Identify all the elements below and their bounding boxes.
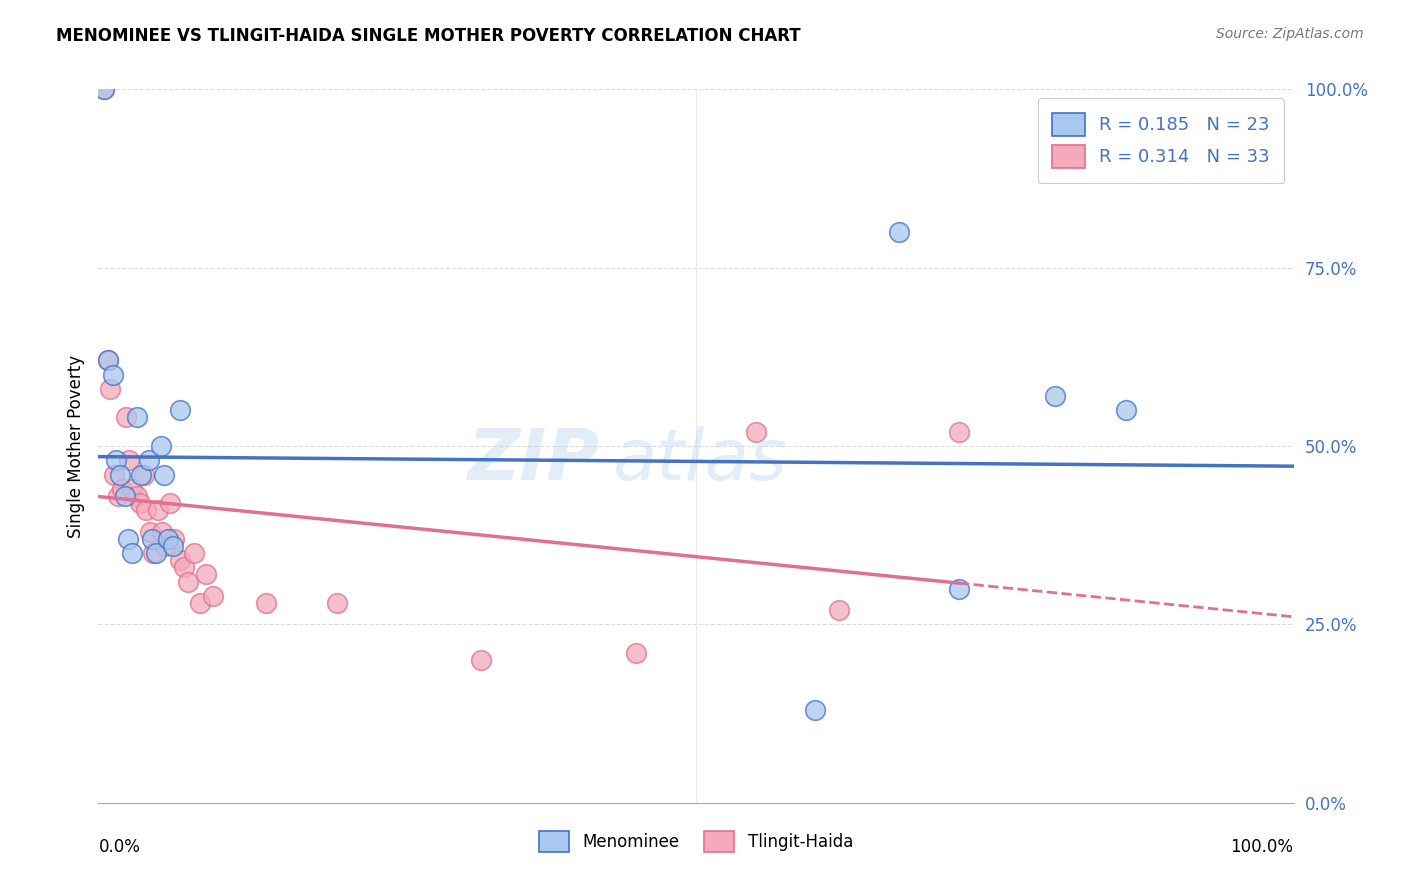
Point bbox=[195, 567, 218, 582]
Point bbox=[105, 453, 128, 467]
Point bbox=[118, 453, 141, 467]
Point bbox=[117, 532, 139, 546]
Point bbox=[93, 82, 115, 96]
Point bbox=[131, 467, 153, 482]
Text: 0.0%: 0.0% bbox=[98, 838, 141, 856]
Point bbox=[188, 596, 211, 610]
Text: Source: ZipAtlas.com: Source: ZipAtlas.com bbox=[1216, 27, 1364, 41]
Point bbox=[153, 467, 176, 482]
Text: 100.0%: 100.0% bbox=[1230, 838, 1294, 856]
Text: ZIP: ZIP bbox=[468, 425, 600, 495]
Point bbox=[745, 425, 768, 439]
Point bbox=[145, 546, 167, 560]
Point bbox=[97, 353, 120, 368]
Point bbox=[129, 496, 152, 510]
Point bbox=[139, 524, 162, 539]
Point bbox=[183, 546, 205, 560]
Point bbox=[177, 574, 200, 589]
Point bbox=[98, 382, 122, 396]
Point bbox=[1115, 403, 1137, 417]
Point bbox=[148, 503, 170, 517]
Point bbox=[202, 589, 225, 603]
Point bbox=[149, 439, 172, 453]
Point bbox=[169, 553, 191, 567]
Point bbox=[107, 489, 129, 503]
Point bbox=[101, 368, 124, 382]
Point bbox=[948, 582, 970, 596]
Y-axis label: Single Mother Poverty: Single Mother Poverty bbox=[66, 354, 84, 538]
Point bbox=[111, 482, 134, 496]
Point bbox=[121, 546, 143, 560]
Point bbox=[470, 653, 492, 667]
Point bbox=[828, 603, 851, 617]
Point bbox=[804, 703, 827, 717]
Point bbox=[162, 539, 184, 553]
Point bbox=[115, 410, 138, 425]
Point bbox=[169, 403, 191, 417]
Point bbox=[948, 425, 970, 439]
Point bbox=[93, 82, 115, 96]
Point bbox=[138, 453, 160, 467]
Point bbox=[163, 532, 186, 546]
Point bbox=[889, 225, 911, 239]
Point bbox=[114, 489, 136, 503]
Point bbox=[103, 467, 125, 482]
Point bbox=[125, 489, 148, 503]
Point bbox=[132, 467, 155, 482]
Point bbox=[135, 503, 157, 517]
Text: MENOMINEE VS TLINGIT-HAIDA SINGLE MOTHER POVERTY CORRELATION CHART: MENOMINEE VS TLINGIT-HAIDA SINGLE MOTHER… bbox=[56, 27, 801, 45]
Point bbox=[142, 546, 165, 560]
Point bbox=[156, 532, 179, 546]
Point bbox=[150, 524, 173, 539]
Point bbox=[326, 596, 349, 610]
Point bbox=[254, 596, 277, 610]
Point bbox=[121, 482, 143, 496]
Point bbox=[97, 353, 120, 368]
Point bbox=[155, 539, 177, 553]
Point bbox=[141, 532, 163, 546]
Point bbox=[626, 646, 648, 660]
Point bbox=[1043, 389, 1066, 403]
Text: atlas: atlas bbox=[613, 425, 787, 495]
Point bbox=[173, 560, 195, 574]
Point bbox=[108, 467, 131, 482]
Point bbox=[159, 496, 181, 510]
Legend: Menominee, Tlingit-Haida: Menominee, Tlingit-Haida bbox=[533, 824, 859, 859]
Point bbox=[125, 410, 148, 425]
